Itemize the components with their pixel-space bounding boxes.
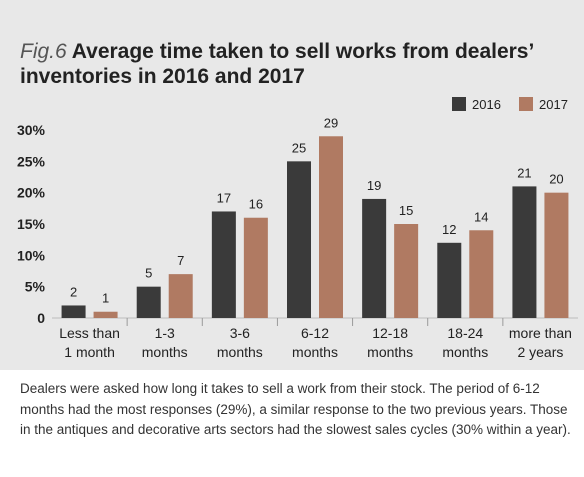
x-tick-label: months <box>292 344 338 360</box>
chart-title: Fig.6 Average time taken to sell works f… <box>20 39 570 89</box>
x-tick-label: 1-3 <box>155 325 175 341</box>
bar-2016 <box>211 211 236 318</box>
x-tick-label: months <box>442 344 488 360</box>
y-tick-label: 5% <box>25 279 46 295</box>
figure-title: Average time taken to sell works from de… <box>20 40 534 88</box>
x-tick-label: months <box>367 344 413 360</box>
bar-2017 <box>394 224 419 318</box>
bar-2017 <box>168 274 193 318</box>
chart-card: Fig.6 Average time taken to sell works f… <box>0 0 584 370</box>
bar-2016 <box>512 186 537 318</box>
x-tick-label: 3-6 <box>230 325 250 341</box>
x-tick-label: 1 month <box>64 344 115 360</box>
bar-2016 <box>437 242 462 318</box>
data-label: 19 <box>367 178 381 193</box>
legend-label: 2017 <box>539 97 568 112</box>
x-tick-label: Less than <box>59 325 120 341</box>
legend-swatch-2017 <box>519 97 533 111</box>
bar-2016 <box>362 198 387 318</box>
x-tick-label: 12-18 <box>372 325 408 341</box>
x-tick-label: 6-12 <box>301 325 329 341</box>
bar-2016 <box>136 286 161 318</box>
bar-2017 <box>544 192 569 318</box>
y-tick-label: 15% <box>17 216 46 232</box>
y-tick-label: 0 <box>37 310 45 326</box>
data-label: 25 <box>292 140 306 155</box>
x-tick-label: months <box>142 344 188 360</box>
legend-label: 2016 <box>472 97 501 112</box>
data-label: 7 <box>177 253 184 268</box>
data-label: 12 <box>442 222 456 237</box>
data-label: 29 <box>324 115 338 130</box>
x-tick-label: months <box>217 344 263 360</box>
x-tick-label: 18-24 <box>447 325 483 341</box>
figure-label: Fig.6 <box>20 40 67 63</box>
bar-2017 <box>319 136 343 318</box>
bar-2016 <box>61 305 86 318</box>
data-label: 21 <box>517 165 531 180</box>
data-label: 1 <box>102 291 109 306</box>
y-tick-label: 10% <box>17 247 46 263</box>
bar-2016 <box>287 161 311 318</box>
y-tick-label: 25% <box>17 153 46 169</box>
data-label: 5 <box>145 266 152 281</box>
data-label: 15 <box>399 203 413 218</box>
x-tick-label: 2 years <box>517 344 563 360</box>
data-label: 17 <box>217 190 231 205</box>
bar-2017 <box>93 311 118 318</box>
y-tick-label: 20% <box>17 185 46 201</box>
bar-2017 <box>469 230 494 318</box>
data-label: 2 <box>70 284 77 299</box>
figure-caption: Dealers were asked how long it takes to … <box>20 381 571 437</box>
y-tick-label: 30% <box>17 122 46 138</box>
data-label: 14 <box>474 209 488 224</box>
legend-swatch-2016 <box>452 97 466 111</box>
x-tick-label: more than <box>509 325 572 341</box>
data-label: 20 <box>549 172 563 187</box>
bar-2017 <box>243 217 268 318</box>
data-label: 16 <box>249 197 263 212</box>
